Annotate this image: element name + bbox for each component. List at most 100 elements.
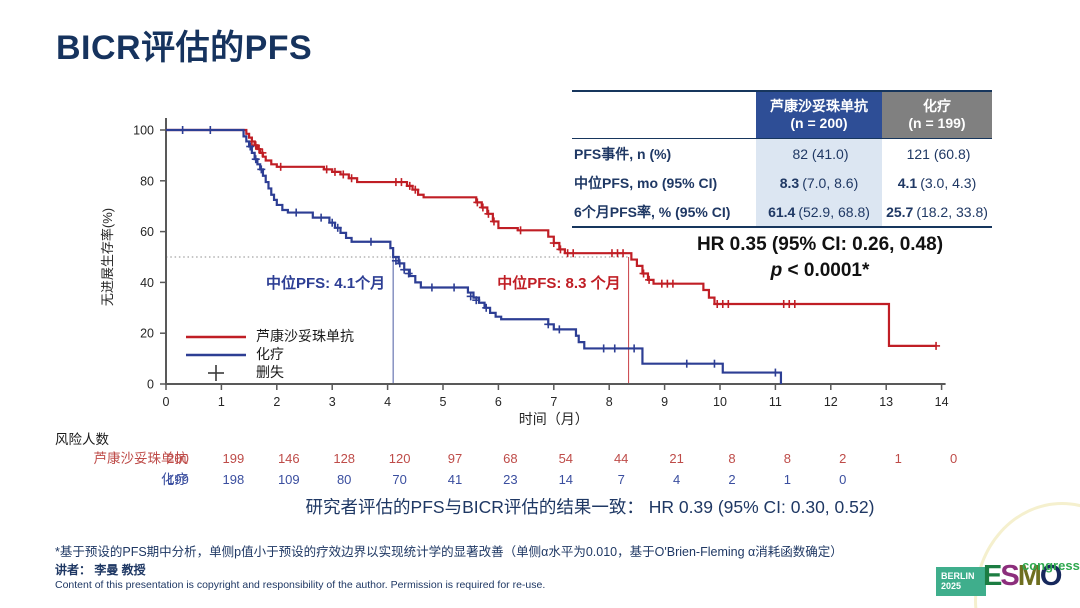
row-value-drug: 8.3 (7.0, 8.6): [756, 168, 882, 197]
esmo-congress-logo: BERLIN 2025 ESMO congress: [936, 558, 1080, 602]
risk-count: 8: [728, 451, 735, 466]
y-axis-label: 无进展生存率(%): [100, 208, 115, 306]
censor-marks-drug: [247, 137, 941, 350]
risk-count: 68: [503, 451, 517, 466]
header-drug-n: (n = 200): [790, 115, 848, 131]
copyright-text: Content of this presentation is copyrigh…: [55, 579, 546, 591]
x-tick-label: 9: [661, 395, 668, 409]
x-tick-label: 12: [824, 395, 838, 409]
risk-count: 146: [278, 451, 300, 466]
header-drug-name: 芦康沙妥珠单抗: [770, 97, 868, 114]
esmo-letter: E: [983, 560, 1002, 592]
risk-count: 128: [333, 451, 355, 466]
risk-row-label: 化疗: [161, 472, 188, 487]
median-label: 中位PFS: 8.3 个月: [497, 274, 620, 292]
risk-count: 0: [950, 451, 957, 466]
esmo-letter: S: [1000, 560, 1019, 592]
risk-count: 21: [669, 451, 683, 466]
risk-count: 41: [448, 472, 462, 487]
legend-label: 芦康沙妥珠单抗: [256, 328, 354, 344]
x-tick-label: 0: [163, 395, 170, 409]
censor-marks-chemo: [178, 126, 780, 377]
header-drug-cell: 芦康沙妥珠单抗 (n = 200): [756, 92, 882, 138]
risk-count: 2: [839, 451, 846, 466]
risk-count: 80: [337, 472, 351, 487]
y-tick-label: 20: [140, 327, 154, 341]
median-label: 中位PFS: 4.1个月: [266, 274, 385, 292]
risk-count: 7: [618, 472, 625, 487]
value-rest: (7.0, 8.6): [802, 174, 859, 191]
p-symbol: p: [770, 259, 783, 281]
header-chemo-name: 化疗: [923, 97, 951, 114]
y-tick-label: 80: [140, 174, 154, 188]
berlin-label: BERLIN: [941, 571, 975, 581]
y-tick-label: 60: [140, 225, 154, 239]
x-tick-label: 5: [440, 395, 447, 409]
risk-count: 2: [728, 472, 735, 487]
risk-table-title: 风险人数: [55, 432, 109, 447]
p-value-line: p < 0.0001*: [636, 258, 1004, 284]
value-bold: 61.4: [768, 203, 796, 220]
p-value: < 0.0001*: [782, 259, 870, 281]
x-tick-label: 3: [329, 395, 336, 409]
value-bold: 8.3: [779, 174, 800, 191]
x-tick-label: 2: [273, 395, 280, 409]
risk-count: 200: [167, 451, 189, 466]
risk-count: 8: [784, 451, 791, 466]
header-empty-cell: [572, 92, 756, 138]
esmo-letter: M: [1017, 560, 1042, 592]
esmo-letter: O: [1039, 560, 1063, 592]
y-tick-label: 40: [140, 276, 154, 290]
row-label: 6个月PFS率, % (95% CI): [574, 203, 731, 220]
x-tick-label: 6: [495, 395, 502, 409]
row-value-drug: 82 (41.0): [756, 139, 882, 168]
hr-line: HR 0.35 (95% CI: 0.26, 0.48): [696, 234, 944, 255]
y-tick-label: 0: [147, 378, 154, 392]
x-tick-label: 11: [769, 395, 782, 409]
table-row: PFS事件, n (%) 82 (41.0) 121 (60.8): [572, 139, 992, 168]
row-value-drug: 61.4 (52.9, 68.8): [756, 197, 882, 226]
table-row: 6个月PFS率, % (95% CI) 61.4 (52.9, 68.8) 25.…: [572, 197, 992, 226]
risk-count: 23: [503, 472, 517, 487]
risk-count: 109: [278, 472, 300, 487]
risk-count: 4: [673, 472, 680, 487]
risk-count: 198: [223, 472, 245, 487]
value-bold: 4.1: [897, 174, 918, 191]
header-chemo-cell: 化疗 (n = 199): [882, 92, 992, 138]
x-tick-label: 4: [384, 395, 391, 409]
x-tick-label: 8: [606, 395, 613, 409]
summary-table: 芦康沙妥珠单抗 (n = 200) 化疗 (n = 199) PFS事件, n …: [572, 90, 992, 228]
risk-count: 14: [559, 472, 573, 487]
risk-count: 199: [223, 451, 245, 466]
table-row: 中位PFS, mo (95% CI) 8.3 (7.0, 8.6) 4.1 (3.0…: [572, 168, 992, 197]
conclusion-text: 研究者评估的PFS与BICR评估的结果一致： HR 0.39 (95% CI: …: [305, 497, 875, 517]
legend-label: 化疗: [256, 346, 284, 362]
row-label: 中位PFS, mo (95% CI): [574, 174, 718, 191]
page-title: BICR评估的PFS: [56, 29, 313, 67]
value-rest: (18.2, 33.8): [916, 203, 988, 220]
risk-count: 97: [448, 451, 462, 466]
row-value-chemo: 4.1 (3.0, 4.3): [882, 168, 992, 197]
row-label: PFS事件, n (%): [574, 145, 672, 162]
x-tick-label: 1: [218, 395, 225, 409]
risk-count: 199: [167, 472, 189, 487]
risk-count: 70: [392, 472, 406, 487]
risk-count: 1: [895, 451, 902, 466]
risk-count: 120: [389, 451, 411, 466]
x-axis-label: 时间（月）: [519, 411, 589, 427]
value-rest: 82 (41.0): [792, 145, 849, 162]
hazard-ratio-annotation: HR 0.35 (95% CI: 0.26, 0.48) p < 0.0001*: [636, 232, 1004, 283]
value-rest: (3.0, 4.3): [920, 174, 977, 191]
row-value-chemo: 121 (60.8): [882, 139, 992, 168]
risk-count: 54: [559, 451, 573, 466]
risk-count: 0: [839, 472, 846, 487]
value-rest: 121 (60.8): [906, 145, 971, 162]
speaker-text: 讲者： 李曼 教授: [55, 563, 146, 577]
year-label: 2025: [941, 581, 962, 592]
summary-table-header: 芦康沙妥珠单抗 (n = 200) 化疗 (n = 199): [572, 92, 992, 139]
summary-table-body: PFS事件, n (%) 82 (41.0) 121 (60.8) 中位PFS,…: [572, 139, 992, 226]
x-tick-label: 7: [550, 395, 557, 409]
esmo-wordmark: ESMO: [983, 560, 1063, 593]
